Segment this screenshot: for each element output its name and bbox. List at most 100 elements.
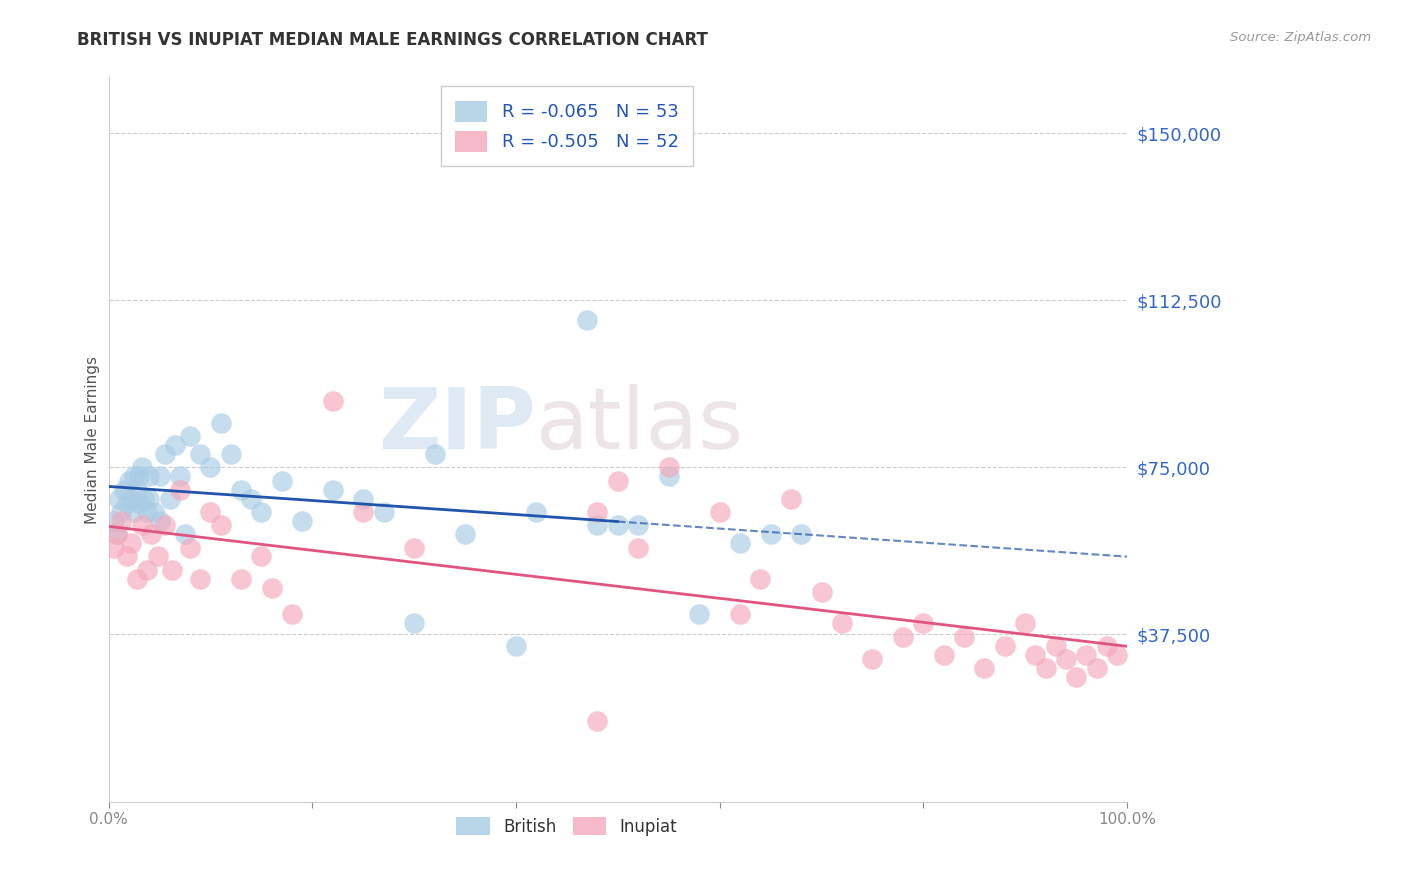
Point — [148, 469, 170, 483]
Point — [250, 549, 273, 564]
Point — [454, 527, 477, 541]
Point — [118, 474, 141, 488]
Point — [688, 607, 710, 622]
Point — [127, 483, 149, 497]
Point — [373, 505, 395, 519]
Point — [1076, 648, 1098, 662]
Point — [136, 563, 159, 577]
Point — [810, 585, 832, 599]
Point — [153, 518, 176, 533]
Point — [862, 652, 884, 666]
Point — [209, 416, 232, 430]
Point — [159, 491, 181, 506]
Point — [790, 527, 813, 541]
Point — [953, 630, 976, 644]
Point — [423, 447, 446, 461]
Text: ZIP: ZIP — [378, 384, 536, 467]
Point — [831, 616, 853, 631]
Point — [131, 460, 153, 475]
Point — [505, 639, 527, 653]
Point — [219, 447, 242, 461]
Point — [524, 505, 547, 519]
Point — [108, 491, 131, 506]
Text: BRITISH VS INUPIAT MEDIAN MALE EARNINGS CORRELATION CHART: BRITISH VS INUPIAT MEDIAN MALE EARNINGS … — [77, 31, 709, 49]
Point — [174, 527, 197, 541]
Legend: British, Inupiat: British, Inupiat — [449, 809, 686, 844]
Point — [115, 549, 138, 564]
Point — [352, 505, 374, 519]
Point — [122, 505, 145, 519]
Point — [1035, 661, 1057, 675]
Point — [1045, 639, 1067, 653]
Point — [606, 474, 628, 488]
Point — [127, 572, 149, 586]
Text: atlas: atlas — [536, 384, 744, 467]
Point — [749, 572, 772, 586]
Point — [122, 469, 145, 483]
Point — [188, 447, 211, 461]
Point — [586, 505, 609, 519]
Point — [780, 491, 803, 506]
Point — [260, 581, 283, 595]
Point — [281, 607, 304, 622]
Point — [576, 313, 599, 327]
Point — [404, 616, 426, 631]
Point — [709, 505, 731, 519]
Point — [291, 514, 314, 528]
Point — [160, 563, 183, 577]
Point — [658, 460, 681, 475]
Point — [110, 505, 132, 519]
Point — [728, 536, 751, 550]
Point — [229, 483, 252, 497]
Point — [141, 527, 163, 541]
Point — [586, 518, 609, 533]
Point — [606, 518, 628, 533]
Point — [322, 393, 344, 408]
Point — [153, 447, 176, 461]
Point — [120, 491, 142, 506]
Point — [169, 469, 191, 483]
Point — [586, 714, 609, 729]
Point — [105, 527, 128, 541]
Point — [658, 469, 681, 483]
Point — [136, 505, 159, 519]
Point — [1014, 616, 1036, 631]
Point — [128, 469, 150, 483]
Point — [322, 483, 344, 497]
Point — [1064, 670, 1087, 684]
Point — [103, 541, 125, 555]
Point — [179, 429, 201, 443]
Point — [352, 491, 374, 506]
Text: Source: ZipAtlas.com: Source: ZipAtlas.com — [1230, 31, 1371, 45]
Point — [134, 491, 156, 506]
Point — [103, 514, 125, 528]
Point — [179, 541, 201, 555]
Point — [163, 438, 186, 452]
Point — [143, 505, 166, 519]
Point — [115, 496, 138, 510]
Point — [270, 474, 292, 488]
Point — [1024, 648, 1046, 662]
Point — [128, 496, 150, 510]
Point — [138, 469, 160, 483]
Point — [973, 661, 995, 675]
Point — [994, 639, 1017, 653]
Point — [1095, 639, 1118, 653]
Point — [891, 630, 914, 644]
Point — [112, 483, 135, 497]
Point — [229, 572, 252, 586]
Point — [110, 514, 132, 528]
Point — [138, 491, 160, 506]
Point — [250, 505, 273, 519]
Point — [404, 541, 426, 555]
Point — [169, 483, 191, 497]
Y-axis label: Median Male Earnings: Median Male Earnings — [86, 356, 100, 524]
Point — [120, 536, 142, 550]
Point — [759, 527, 782, 541]
Point — [188, 572, 211, 586]
Point — [148, 514, 170, 528]
Point — [105, 527, 128, 541]
Point — [146, 549, 169, 564]
Point — [200, 460, 222, 475]
Point — [728, 607, 751, 622]
